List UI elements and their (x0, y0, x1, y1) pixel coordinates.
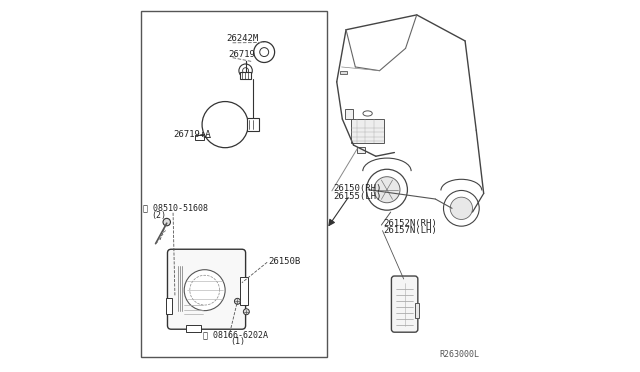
Circle shape (444, 190, 479, 226)
Bar (195, 135, 204, 140)
Text: (1): (1) (230, 337, 245, 346)
Bar (357, 147, 365, 153)
Circle shape (243, 68, 248, 74)
Bar (141, 11, 328, 357)
Bar (344, 109, 353, 119)
Circle shape (184, 270, 225, 311)
Bar (166, 298, 172, 314)
Circle shape (260, 48, 269, 57)
Ellipse shape (363, 111, 372, 116)
Circle shape (234, 298, 241, 304)
FancyBboxPatch shape (168, 249, 246, 329)
Bar (248, 118, 259, 131)
Text: 26150(RH): 26150(RH) (334, 185, 382, 193)
Text: 26152N(RH): 26152N(RH) (383, 219, 437, 228)
Text: 26155(LH): 26155(LH) (334, 192, 382, 201)
Circle shape (254, 42, 275, 62)
Text: (2): (2) (152, 211, 166, 219)
Text: Ⓑ 08166-6202A: Ⓑ 08166-6202A (203, 330, 268, 339)
Text: R263000L: R263000L (439, 350, 479, 359)
Circle shape (239, 64, 252, 77)
Bar (340, 71, 347, 74)
Bar (186, 325, 201, 332)
Text: 26719+A: 26719+A (173, 130, 211, 139)
FancyBboxPatch shape (392, 276, 418, 332)
Bar (240, 72, 251, 79)
Text: Ⓢ 08510-51608: Ⓢ 08510-51608 (143, 204, 208, 213)
Circle shape (367, 169, 408, 210)
Bar (240, 277, 248, 305)
Circle shape (202, 102, 248, 148)
Text: 26150B: 26150B (268, 257, 300, 266)
Bar (351, 119, 385, 143)
Circle shape (450, 197, 472, 219)
Text: 26242M: 26242M (227, 34, 259, 43)
Circle shape (243, 309, 250, 315)
Circle shape (163, 218, 170, 226)
Bar (415, 303, 419, 318)
Text: 26157N(LH): 26157N(LH) (383, 226, 437, 235)
Text: 26719: 26719 (228, 50, 255, 59)
Circle shape (374, 177, 400, 203)
